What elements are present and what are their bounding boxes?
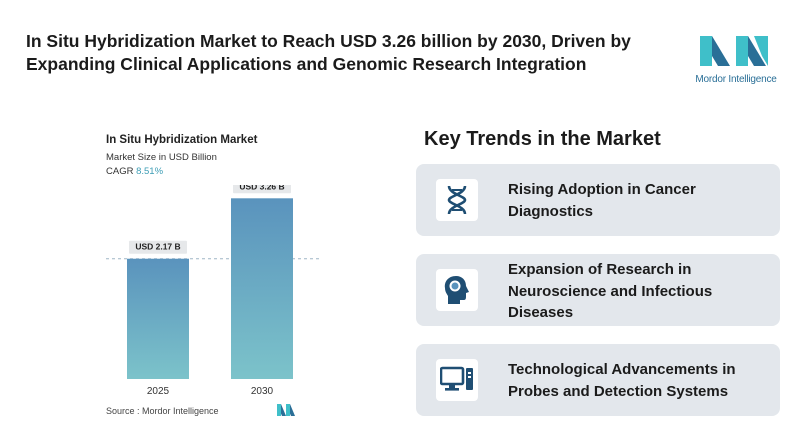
- computer-icon: [436, 359, 478, 401]
- logo-text: Mordor Intelligence: [695, 74, 777, 85]
- value-label-2030: USD 3.26 B: [239, 185, 284, 191]
- mordor-intelligence-logo: Mordor Intelligence: [690, 30, 782, 86]
- brain-head-icon: [436, 269, 478, 311]
- value-label-2025: USD 2.17 B: [135, 242, 180, 252]
- chart-subtitle: Market Size in USD Billion: [106, 152, 217, 163]
- bar-2025: [127, 258, 189, 379]
- trend-card-cancer-diagnostics: Rising Adoption in Cancer Diagnostics: [416, 164, 780, 236]
- chart-title: In Situ Hybridization Market: [106, 134, 258, 146]
- source-note: Source : Mordor Intelligence: [106, 406, 219, 416]
- trend-card-probes-detection: Technological Advancements in Probes and…: [416, 344, 780, 416]
- source-logo-icon: [277, 404, 295, 416]
- value-label-box-2030: [233, 185, 291, 194]
- trend-label: Technological Advancements in Probes and…: [508, 361, 736, 400]
- trend-label: Expansion of Research in Neuroscience an…: [508, 261, 713, 321]
- cagr: CAGR 8.51%: [106, 166, 163, 177]
- cagr-label: CAGR: [106, 166, 134, 177]
- trend-card-neuroscience: Expansion of Research in Neuroscience an…: [416, 254, 780, 326]
- trends-title: Key Trends in the Market: [424, 128, 661, 150]
- value-label-box-2025: [129, 240, 187, 254]
- tick-label-2030: 2030: [251, 386, 274, 397]
- cagr-value: 8.51%: [136, 166, 164, 177]
- mordor-logo-icon: [700, 36, 768, 66]
- bar-chart: USD 2.17 B 2025 USD 3.26 B 2030: [106, 185, 320, 397]
- dna-icon: [436, 179, 478, 221]
- bar-2030: [231, 198, 293, 379]
- trend-label: Rising Adoption in Cancer Diagnostics: [508, 181, 696, 220]
- headline: In Situ Hybridization Market to Reach US…: [26, 31, 631, 74]
- tick-label-2025: 2025: [147, 386, 170, 397]
